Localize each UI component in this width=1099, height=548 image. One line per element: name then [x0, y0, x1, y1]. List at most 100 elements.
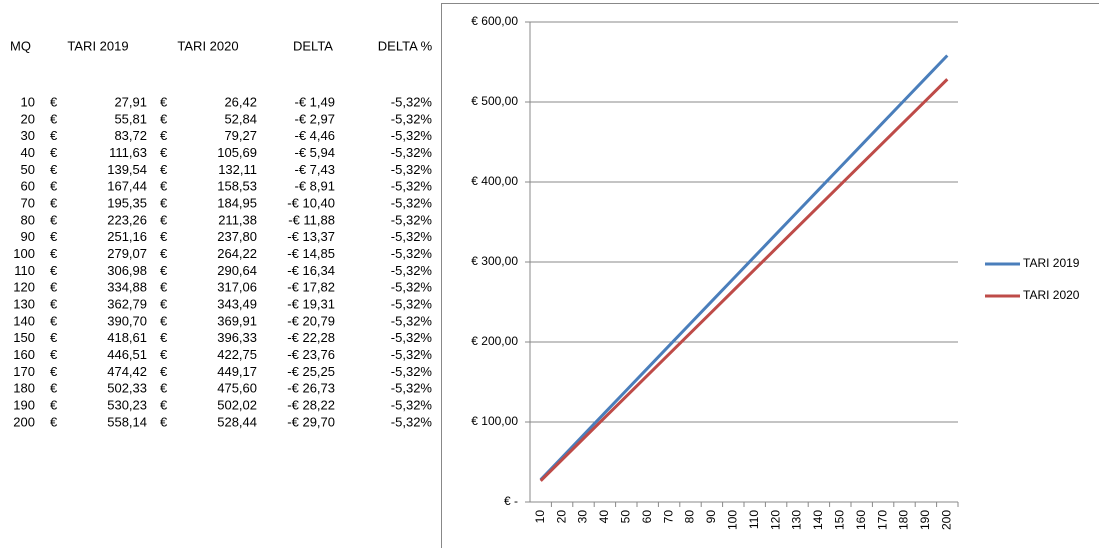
table-cell: 90: [21, 229, 35, 244]
table-cell: 475,60: [217, 381, 257, 396]
table-cell: €: [50, 381, 58, 396]
table-cell: €: [50, 246, 58, 261]
table-cell: -5,32%: [391, 145, 433, 160]
table-cell: €: [50, 280, 58, 295]
table-cell: 26,42: [224, 94, 257, 109]
table-cell: -5,32%: [391, 195, 433, 210]
x-tick-label: 170: [875, 510, 889, 530]
table-cell: -€ 26,73: [287, 381, 335, 396]
x-tick-label: 140: [811, 510, 825, 530]
table-cell: 130: [13, 297, 35, 312]
table-cell: 140: [13, 313, 35, 328]
y-tick-label: € 500,00: [471, 94, 518, 108]
table-cell: -5,32%: [391, 330, 433, 345]
table-cell: -€ 13,37: [287, 229, 335, 244]
header-cell: TARI 2019: [67, 38, 128, 53]
table-cell: 80: [21, 212, 35, 227]
table-cell: 530,23: [107, 398, 147, 413]
table-cell: €: [50, 313, 58, 328]
x-tick-label: 200: [939, 510, 953, 530]
table-cell: 251,16: [107, 229, 147, 244]
table-cell: 180: [13, 381, 35, 396]
table-cell: -5,32%: [391, 179, 433, 194]
table-cell: €: [160, 313, 168, 328]
table-cell: 558,14: [107, 414, 147, 429]
table-cell: €: [50, 229, 58, 244]
x-tick-label: 30: [576, 510, 590, 524]
table-cell: -€ 1,49: [295, 94, 335, 109]
header-cell: DELTA %: [378, 38, 433, 53]
table-cell: -€ 8,91: [295, 179, 335, 194]
table-cell: -5,32%: [391, 398, 433, 413]
x-tick-label: 190: [918, 510, 932, 530]
table-cell: -€ 17,82: [287, 280, 335, 295]
table-cell: €: [50, 179, 58, 194]
x-tick-label: 180: [897, 510, 911, 530]
table-cell: 390,70: [107, 313, 147, 328]
table-cell: €: [50, 263, 58, 278]
table-cell: €: [50, 330, 58, 345]
table-cell: €: [160, 229, 168, 244]
table-cell: 139,54: [107, 162, 147, 177]
table-cell: 50: [21, 162, 35, 177]
y-tick-label: € 100,00: [471, 414, 518, 428]
table-cell: €: [160, 398, 168, 413]
table-cell: 396,33: [217, 330, 257, 345]
table-cell: 343,49: [217, 297, 257, 312]
table-cell: €: [160, 297, 168, 312]
x-tick-label: 100: [725, 510, 739, 530]
table-cell: 132,11: [218, 162, 257, 177]
table-cell: €: [160, 111, 168, 126]
table-cell: 264,22: [217, 246, 257, 261]
table-cell: 100: [13, 246, 35, 261]
table-cell: €: [160, 263, 168, 278]
table-cell: 474,42: [107, 364, 147, 379]
table-cell: -5,32%: [391, 313, 433, 328]
x-tick-label: 90: [704, 510, 718, 524]
table-cell: 55,81: [114, 111, 147, 126]
table-cell: 160: [13, 347, 35, 362]
table-cell: €: [50, 297, 58, 312]
table-cell: 10: [21, 94, 35, 109]
x-tick-label: 80: [683, 510, 697, 524]
table-cell: 279,07: [107, 246, 147, 261]
table-cell: 158,53: [217, 179, 257, 194]
header-cell: DELTA: [293, 38, 333, 53]
table-cell: €: [50, 364, 58, 379]
table-cell: 170: [13, 364, 35, 379]
table-cell: -€ 23,76: [287, 347, 335, 362]
x-tick-label: 20: [554, 510, 568, 524]
table-cell: €: [160, 414, 168, 429]
x-tick-label: 50: [618, 510, 632, 524]
table-cell: 150: [13, 330, 35, 345]
table-cell: -5,32%: [391, 280, 433, 295]
table-cell: 120: [13, 280, 35, 295]
x-tick-label: 10: [533, 510, 547, 524]
table-cell: 290,64: [217, 263, 257, 278]
table-cell: €: [50, 414, 58, 429]
table-cell: €: [50, 162, 58, 177]
table-cell: 446,51: [107, 347, 147, 362]
table-cell: 27,91: [114, 94, 147, 109]
table-cell: €: [160, 280, 168, 295]
table-cell: 190: [13, 398, 35, 413]
legend-label: TARI 2020: [1023, 288, 1080, 302]
table-cell: -€ 4,46: [295, 128, 335, 143]
table-cell: -5,32%: [391, 94, 433, 109]
table-cell: 211,38: [218, 212, 257, 227]
table-cell: -€ 7,43: [295, 162, 335, 177]
table-cell: -5,32%: [391, 246, 433, 261]
table-cell: €: [50, 145, 58, 160]
table-cell: -€ 28,22: [287, 398, 335, 413]
table-cell: 502,33: [107, 381, 147, 396]
table-cell: -€ 14,85: [287, 246, 335, 261]
table-cell: €: [50, 128, 58, 143]
table-cell: €: [160, 195, 168, 210]
table-cell: -€ 20,79: [287, 313, 335, 328]
series-line: [539, 54, 949, 481]
table-cell: €: [50, 94, 58, 109]
table-cell: -5,32%: [391, 263, 433, 278]
table-cell: -€ 2,97: [295, 111, 335, 126]
table-cell: 362,79: [107, 297, 147, 312]
table-cell: -5,32%: [391, 128, 433, 143]
